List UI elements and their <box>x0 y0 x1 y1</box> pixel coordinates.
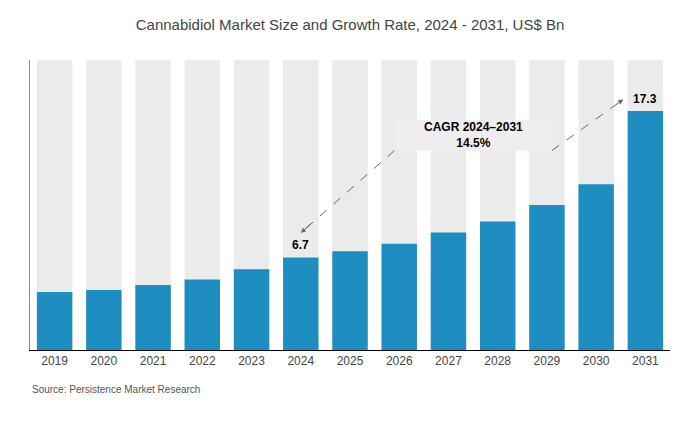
svg-text:2029: 2029 <box>534 354 561 368</box>
svg-text:CAGR 2024–203114.5%: CAGR 2024–203114.5% <box>424 120 523 150</box>
svg-text:2020: 2020 <box>90 354 117 368</box>
svg-text:2023: 2023 <box>238 354 265 368</box>
svg-text:Source: Persistence Market Res: Source: Persistence Market Research <box>32 384 200 395</box>
svg-text:2021: 2021 <box>140 354 167 368</box>
svg-text:2026: 2026 <box>386 354 413 368</box>
svg-text:2025: 2025 <box>337 354 364 368</box>
svg-text:2024: 2024 <box>287 354 314 368</box>
svg-text:6.7: 6.7 <box>292 238 309 252</box>
svg-text:Cannabidiol Market Size and Gr: Cannabidiol Market Size and Growth Rate,… <box>136 16 565 33</box>
svg-text:2019: 2019 <box>41 354 68 368</box>
svg-text:17.3: 17.3 <box>633 92 657 106</box>
svg-text:2027: 2027 <box>435 354 462 368</box>
svg-text:2028: 2028 <box>484 354 511 368</box>
svg-text:2030: 2030 <box>583 354 610 368</box>
svg-text:2031: 2031 <box>632 354 659 368</box>
svg-text:2022: 2022 <box>189 354 216 368</box>
